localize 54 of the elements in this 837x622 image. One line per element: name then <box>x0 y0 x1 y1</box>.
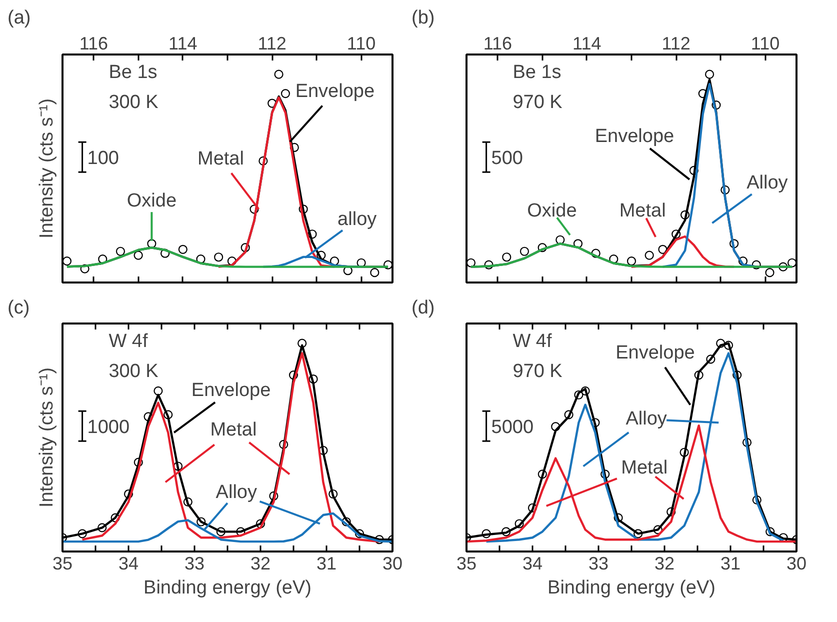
chart-title: (d) <box>412 298 435 318</box>
annotation: 500 <box>491 148 524 170</box>
x-tick-label: 112 <box>662 34 690 54</box>
annotation: Be 1s <box>512 62 562 84</box>
annotation: Be 1s <box>108 62 158 84</box>
x-tick-label: 33 <box>184 554 205 574</box>
x-tick-label: 32 <box>654 554 675 574</box>
annotation: Metal <box>621 457 668 478</box>
annotation: 300 K <box>108 92 159 113</box>
x-tick-label: 112 <box>258 34 286 54</box>
x-axis-title: Binding energy (eV) <box>144 578 312 598</box>
annotation: Alloy <box>216 482 258 504</box>
chart-title: (c) <box>8 298 30 318</box>
x-tick-label: 116 <box>79 34 108 54</box>
y-axis-title: Intensity (cts s⁻¹) <box>36 367 58 508</box>
x-tick-label: 33 <box>588 554 609 574</box>
y-axis-title: Intensity (cts s⁻¹) <box>36 98 58 239</box>
x-tick-label: 116 <box>483 34 512 54</box>
x-tick-label: 32 <box>250 554 271 574</box>
annotation: Metal <box>210 420 257 441</box>
x-tick-label: 31 <box>316 554 337 574</box>
x-tick-label: 110 <box>750 34 780 54</box>
annotation: Oxide <box>527 200 577 222</box>
x-tick-label: 34 <box>118 554 139 574</box>
annotation: 970 K <box>512 360 563 382</box>
x-tick-label: 110 <box>346 34 376 54</box>
annotation: W 4f <box>108 331 148 352</box>
annotation: Alloy <box>626 408 668 430</box>
x-tick-label: 35 <box>456 554 477 574</box>
x-tick-label: 31 <box>720 554 741 574</box>
x-tick-label: 34 <box>522 554 543 574</box>
chart-title: (a) <box>8 8 31 28</box>
x-tick-label: 35 <box>52 554 73 574</box>
annotation: Oxide <box>126 190 177 212</box>
annotation: Metal <box>197 148 244 170</box>
x-tick-label: 114 <box>168 34 198 54</box>
annotation: Alloy <box>746 172 788 194</box>
annotation: 5000 <box>491 417 534 438</box>
annotation: 300 K <box>108 360 159 382</box>
annotation: alloy <box>338 209 378 230</box>
annotation: Envelope <box>295 81 375 102</box>
annotation: Envelope <box>616 342 695 364</box>
chart-title: (b) <box>412 8 435 28</box>
x-tick-label: 30 <box>382 554 403 574</box>
annotation: 1000 <box>87 417 130 438</box>
annotation: Metal <box>619 200 666 222</box>
x-tick-label: 30 <box>786 554 807 574</box>
x-tick-label: 114 <box>572 34 602 54</box>
annotation: Envelope <box>594 126 674 147</box>
annotation: W 4f <box>512 331 552 352</box>
annotation: Envelope <box>191 380 271 402</box>
annotation: 100 <box>87 148 120 170</box>
annotation: 970 K <box>512 92 563 113</box>
x-axis-title: Binding energy (eV) <box>548 578 716 598</box>
